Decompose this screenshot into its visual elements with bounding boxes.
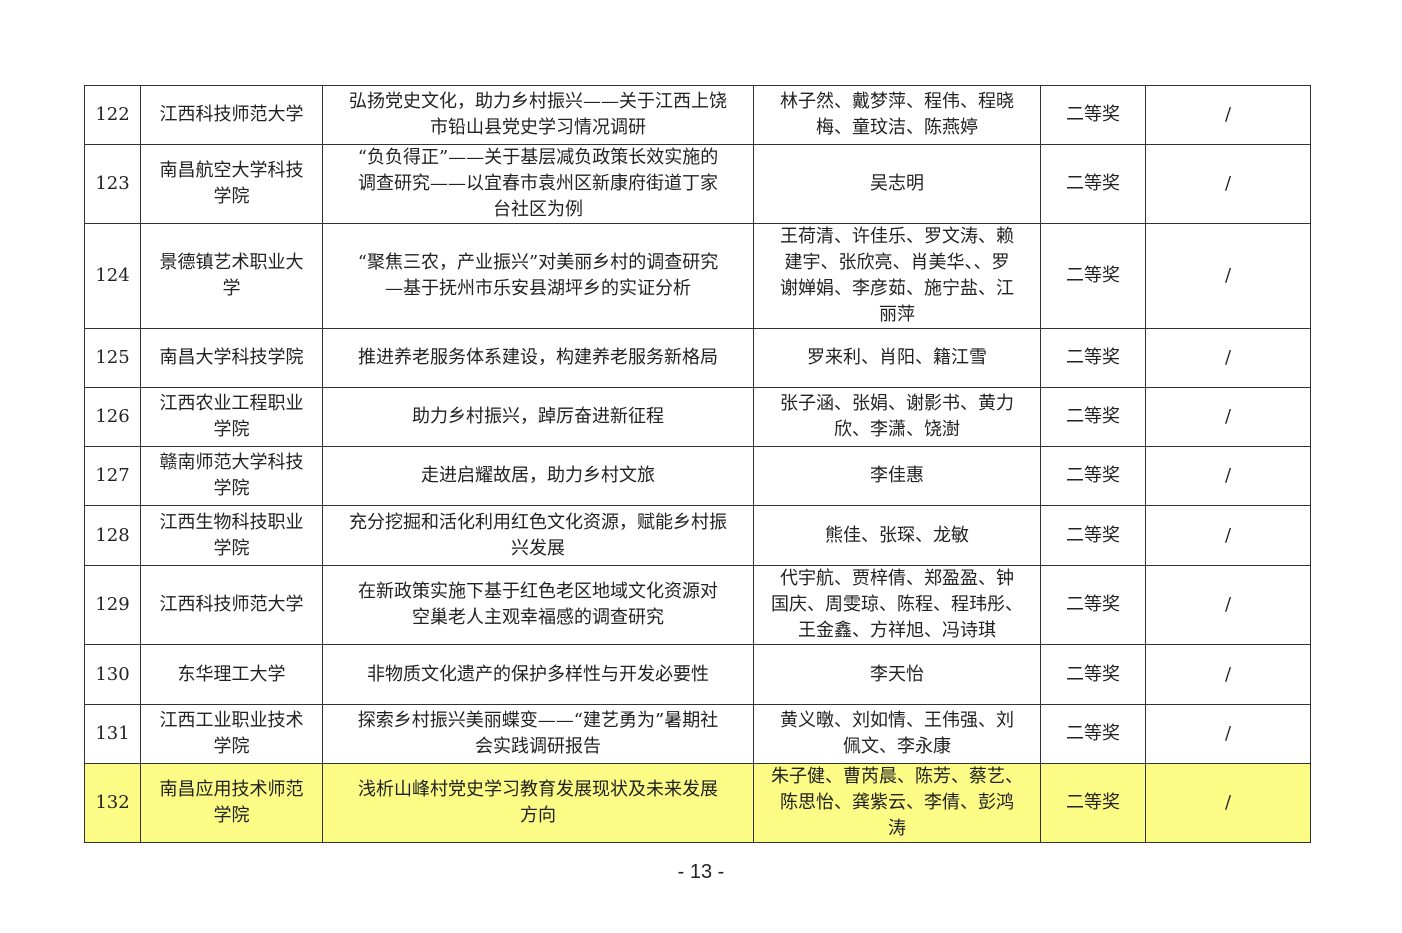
cell-title: 探索乡村振兴美丽蝶变——“建艺勇为”暑期社 会实践调研报告 xyxy=(322,704,754,764)
cell-school: 江西农业工程职业 学院 xyxy=(140,387,323,447)
cell-school: 景德镇艺术职业大 学 xyxy=(140,223,323,329)
cell-no: 122 xyxy=(84,85,141,145)
table-row: 129 江西科技师范大学 在新政策实施下基于红色老区地域文化资源对 空巢老人主观幸福… xyxy=(84,565,1311,645)
cell-award: 二等奖 xyxy=(1040,763,1146,843)
cell-members: 熊佳、张琛、龙敏 xyxy=(753,505,1041,566)
awards-table: 122 江西科技师范大学 弘扬党史文化，助力乡村振兴——关于江西上饶 市铅山县党史学… xyxy=(84,85,1311,843)
cell-title: “负负得正”——关于基层减负政策长效实施的 调查研究——以宜春市袁州区新康府街道… xyxy=(322,144,754,224)
cell-note: / xyxy=(1145,763,1311,843)
cell-note: / xyxy=(1145,565,1311,645)
table-row: 122 江西科技师范大学 弘扬党史文化，助力乡村振兴——关于江西上饶 市铅山县党史学… xyxy=(84,85,1311,145)
cell-award: 二等奖 xyxy=(1040,704,1146,764)
cell-note: / xyxy=(1145,387,1311,447)
cell-award: 二等奖 xyxy=(1040,144,1146,224)
cell-members: 王荷清、许佳乐、罗文涛、赖 建宇、张欣亮、肖美华、、罗 谢婵娟、李彦茹、施宁盐、… xyxy=(753,223,1041,329)
table-row: 132 南昌应用技术师范 学院 浅析山峰村党史学习教育发展现状及未来发展 方向 朱子健… xyxy=(84,763,1311,843)
cell-award: 二等奖 xyxy=(1040,223,1146,329)
cell-school: 赣南师范大学科技 学院 xyxy=(140,446,323,506)
cell-note: / xyxy=(1145,446,1311,506)
cell-award: 二等奖 xyxy=(1040,85,1146,145)
cell-members: 张子涵、张娟、谢影书、黄力 欣、李潇、饶澍 xyxy=(753,387,1041,447)
cell-school: 东华理工大学 xyxy=(140,644,323,705)
cell-no: 125 xyxy=(84,328,141,388)
page-number: - 13 - xyxy=(677,861,725,883)
cell-title: 非物质文化遗产的保护多样性与开发必要性 xyxy=(322,644,754,705)
cell-no: 124 xyxy=(84,223,141,329)
table-row: 126 江西农业工程职业 学院 助力乡村振兴，踔厉奋进新征程 张子涵、张娟、谢影书、黄… xyxy=(84,387,1311,447)
cell-award: 二等奖 xyxy=(1040,505,1146,566)
cell-school: 南昌应用技术师范 学院 xyxy=(140,763,323,843)
cell-note: / xyxy=(1145,144,1311,224)
cell-no: 123 xyxy=(84,144,141,224)
cell-note: / xyxy=(1145,328,1311,388)
cell-note: / xyxy=(1145,85,1311,145)
cell-award: 二等奖 xyxy=(1040,387,1146,447)
cell-award: 二等奖 xyxy=(1040,446,1146,506)
cell-title: “聚焦三农，产业振兴”对美丽乡村的调查研究 —基于抚州市乐安县湖坪乡的实证分析 xyxy=(322,223,754,329)
cell-title: 走进启耀故居，助力乡村文旅 xyxy=(322,446,754,506)
cell-school: 江西科技师范大学 xyxy=(140,85,323,145)
cell-school: 南昌大学科技学院 xyxy=(140,328,323,388)
table-row: 128 江西生物科技职业 学院 充分挖掘和活化利用红色文化资源，赋能乡村振 兴发展熊… xyxy=(84,505,1311,566)
cell-members: 李佳惠 xyxy=(753,446,1041,506)
cell-note: / xyxy=(1145,704,1311,764)
table-row: 125 南昌大学科技学院 推进养老服务体系建设，构建养老服务新格局 罗来利、肖阳、籍江… xyxy=(84,328,1311,388)
table-row: 123 南昌航空大学科技 学院 “负负得正”——关于基层减负政策长效实施的 调查研究… xyxy=(84,144,1311,224)
cell-title: 助力乡村振兴，踔厉奋进新征程 xyxy=(322,387,754,447)
cell-members: 黄义暾、刘如情、王伟强、刘 佩文、李永康 xyxy=(753,704,1041,764)
cell-note: / xyxy=(1145,505,1311,566)
cell-note: / xyxy=(1145,644,1311,705)
cell-award: 二等奖 xyxy=(1040,565,1146,645)
cell-title: 浅析山峰村党史学习教育发展现状及未来发展 方向 xyxy=(322,763,754,843)
cell-no: 132 xyxy=(84,763,141,843)
cell-note: / xyxy=(1145,223,1311,329)
cell-members: 吴志明 xyxy=(753,144,1041,224)
cell-members: 罗来利、肖阳、籍江雪 xyxy=(753,328,1041,388)
cell-members: 代宇航、贾梓倩、郑盈盈、钟 国庆、周雯琼、陈程、程玮彤、 王金鑫、方祥旭、冯诗琪 xyxy=(753,565,1041,645)
cell-no: 126 xyxy=(84,387,141,447)
cell-members: 林子然、戴梦萍、程伟、程晓 梅、童玟洁、陈燕婷 xyxy=(753,85,1041,145)
cell-award: 二等奖 xyxy=(1040,328,1146,388)
cell-members: 朱子健、曹芮晨、陈芳、蔡艺、 陈思怡、龚紫云、李倩、彭鸿 涛 xyxy=(753,763,1041,843)
cell-title: 弘扬党史文化，助力乡村振兴——关于江西上饶 市铅山县党史学习情况调研 xyxy=(322,85,754,145)
cell-school: 南昌航空大学科技 学院 xyxy=(140,144,323,224)
cell-title: 在新政策实施下基于红色老区地域文化资源对 空巢老人主观幸福感的调查研究 xyxy=(322,565,754,645)
table-row: 127 赣南师范大学科技 学院 走进启耀故居，助力乡村文旅 李佳惠 二等奖 / xyxy=(84,446,1311,506)
cell-no: 129 xyxy=(84,565,141,645)
cell-title: 充分挖掘和活化利用红色文化资源，赋能乡村振 兴发展 xyxy=(322,505,754,566)
cell-no: 128 xyxy=(84,505,141,566)
cell-members: 李天怡 xyxy=(753,644,1041,705)
cell-no: 131 xyxy=(84,704,141,764)
table-row: 130 东华理工大学 非物质文化遗产的保护多样性与开发必要性 李天怡 二等奖 / xyxy=(84,644,1311,705)
cell-title: 推进养老服务体系建设，构建养老服务新格局 xyxy=(322,328,754,388)
table-row: 124 景德镇艺术职业大 学 “聚焦三农，产业振兴”对美丽乡村的调查研究 —基于抚州… xyxy=(84,223,1311,329)
cell-award: 二等奖 xyxy=(1040,644,1146,705)
cell-school: 江西生物科技职业 学院 xyxy=(140,505,323,566)
cell-school: 江西工业职业技术 学院 xyxy=(140,704,323,764)
cell-no: 130 xyxy=(84,644,141,705)
cell-no: 127 xyxy=(84,446,141,506)
cell-school: 江西科技师范大学 xyxy=(140,565,323,645)
table-row: 131 江西工业职业技术 学院 探索乡村振兴美丽蝶变——“建艺勇为”暑期社 会实践调… xyxy=(84,704,1311,764)
